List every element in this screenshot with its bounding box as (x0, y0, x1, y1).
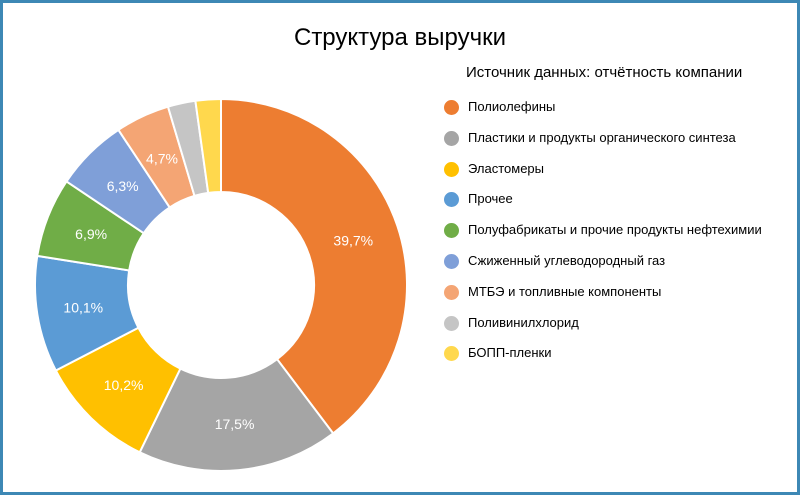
legend-marker (444, 130, 459, 146)
legend-label: Полуфабрикаты и прочие продукты нефтехим… (468, 222, 762, 238)
legend-marker (444, 223, 459, 239)
legend-marker (444, 284, 459, 300)
data-label-3: 10,1% (63, 299, 103, 315)
legend-marker (444, 254, 459, 269)
chart-subtitle: Источник данных: отчётность компании (466, 64, 743, 81)
data-label-1: 17,5% (215, 416, 255, 432)
data-label-5: 6,3% (107, 178, 139, 194)
slice-1 (138, 357, 335, 472)
slice-8 (194, 97, 222, 195)
legend-marker (444, 192, 459, 208)
data-label-4: 6,9% (75, 226, 107, 242)
legend-label: Прочее (468, 191, 513, 207)
legend-marker (444, 346, 459, 362)
legend-marker (444, 100, 459, 115)
data-label-0: 39,7% (333, 233, 373, 249)
legend-label: Поливинилхлорид (468, 314, 579, 330)
legend-label: Полиолефины (468, 99, 556, 114)
data-label-2: 10,2% (104, 377, 144, 393)
legend-label: МТБЭ и топливные компоненты (468, 283, 662, 299)
chart-title: Структура выручки (293, 24, 506, 51)
legend-marker (444, 161, 459, 177)
data-label-6: 4,7% (146, 151, 178, 167)
legend-label: Сжиженный углеводородный газ (468, 253, 666, 268)
slice-0 (220, 97, 408, 435)
legend-marker (444, 315, 459, 331)
legend-label: Пластики и продукты органического синтез… (468, 129, 736, 145)
legend-label: Эластомеры (468, 160, 545, 176)
legend-label: БОПП-пленки (468, 345, 552, 361)
